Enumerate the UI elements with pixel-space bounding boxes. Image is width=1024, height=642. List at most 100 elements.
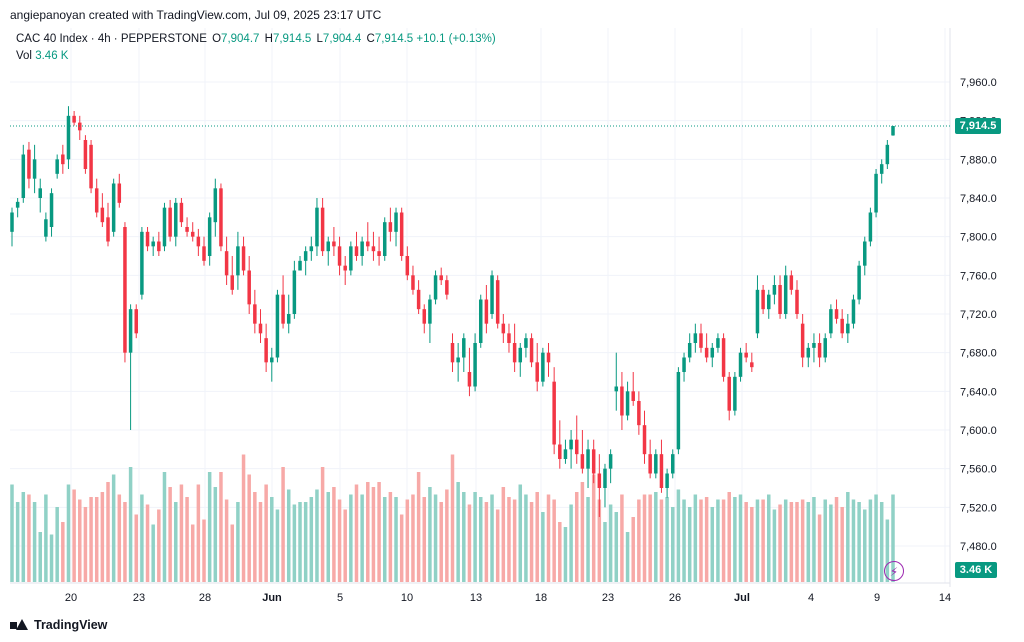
volume-bar — [761, 499, 765, 582]
volume-bar — [174, 502, 178, 582]
candle-body — [738, 352, 743, 377]
flash-icon[interactable]: ⚡ — [884, 561, 904, 581]
change-value: +10.1 (+0.13%) — [416, 33, 496, 45]
volume-label[interactable]: Vol — [16, 50, 32, 62]
candle-body — [411, 275, 415, 290]
volume-bar — [597, 499, 602, 582]
candle-body — [292, 270, 297, 314]
volume-bar — [89, 497, 93, 582]
volume-bar — [55, 507, 59, 582]
volume-bar — [659, 499, 664, 582]
volume-bar — [303, 502, 308, 582]
candle-body — [326, 241, 331, 252]
candle-body — [524, 338, 528, 348]
candle-body — [789, 275, 794, 290]
high-value: 7,914.5 — [272, 33, 312, 45]
volume-bar — [422, 497, 427, 582]
candle-body — [309, 246, 314, 252]
candle-body — [851, 299, 856, 324]
candle-body — [518, 347, 523, 363]
candle-body — [733, 376, 737, 411]
volume-bar — [721, 499, 726, 582]
candle-body — [428, 299, 432, 324]
volume-bar — [309, 497, 314, 582]
close-value: 7,914.5 — [374, 33, 414, 45]
last-volume-tag: 3.46 K — [955, 562, 997, 578]
volume-bar — [286, 489, 291, 582]
candle-body — [868, 212, 873, 242]
candle-body — [879, 164, 884, 174]
volume-bar — [388, 492, 393, 582]
volume-bar — [416, 472, 421, 582]
candle-body — [750, 362, 754, 368]
volume-bar — [778, 504, 782, 582]
volume-bar — [750, 507, 754, 582]
candle-body — [885, 144, 890, 165]
candle-body — [185, 227, 189, 232]
chart-header: angiepanoyan created with TradingView.co… — [10, 8, 382, 22]
volume-bar — [382, 497, 387, 582]
volume-bar — [874, 494, 878, 582]
candle-body — [416, 289, 421, 310]
candle-body — [281, 294, 285, 324]
y-tick-label: 7,800.0 — [960, 232, 997, 244]
candle-body — [445, 280, 449, 295]
volume-bar — [134, 514, 138, 582]
candle-body — [795, 289, 799, 314]
symbol-label[interactable]: CAC 40 Index · 4h · PEPPERSTONE — [16, 33, 207, 45]
candle-body — [207, 217, 212, 256]
candle-body — [343, 265, 347, 271]
candle-body — [654, 454, 658, 474]
y-tick-label: 7,880.0 — [960, 154, 997, 166]
volume-bar — [219, 472, 223, 582]
volume-bar — [851, 499, 856, 582]
candle-body — [354, 246, 359, 256]
candle-body — [66, 115, 71, 160]
candle-body — [89, 144, 93, 189]
volume-bar — [247, 474, 251, 582]
volume-bar — [456, 482, 460, 582]
volume-bar — [377, 482, 381, 582]
volume-bar — [563, 527, 568, 582]
candle-body — [670, 454, 675, 474]
volume-bar — [891, 494, 895, 582]
candle-body — [574, 439, 579, 455]
volume-bar — [535, 492, 539, 582]
candle-body — [874, 173, 878, 213]
candle-body — [320, 207, 325, 252]
candle-body — [219, 188, 223, 247]
candle-body — [823, 338, 827, 358]
volume-bar — [241, 454, 246, 582]
candle-body — [405, 256, 410, 276]
x-tick-label: 4 — [808, 592, 814, 604]
volume-bar — [524, 494, 528, 582]
volume-bar — [151, 524, 155, 582]
candle-body — [687, 343, 692, 358]
candle-body — [100, 207, 105, 223]
candle-body — [783, 275, 788, 314]
candle-body — [38, 188, 42, 198]
candle-body — [648, 454, 652, 474]
volume-bar — [100, 492, 105, 582]
volume-bar — [885, 519, 890, 582]
volume-bar — [795, 502, 799, 582]
volume-bar — [800, 499, 805, 582]
candle-body — [727, 376, 731, 411]
volume-bar — [253, 492, 257, 582]
candle-body — [123, 227, 127, 353]
volume-bar — [445, 489, 449, 582]
tradingview-footer[interactable]: TradingView — [10, 618, 107, 632]
volume-bar — [111, 474, 116, 582]
volume-bar — [78, 499, 82, 582]
x-tick-label: 9 — [874, 592, 880, 604]
brand-label: TradingView — [34, 618, 108, 632]
candle-body — [394, 212, 398, 232]
volume-bar — [207, 472, 212, 582]
volume-bar — [157, 509, 161, 582]
volume-bar — [879, 502, 884, 582]
volume-value: 3.46 K — [35, 50, 69, 62]
candle-body — [552, 381, 556, 445]
candle-body — [761, 289, 765, 310]
candle-body — [224, 251, 229, 276]
